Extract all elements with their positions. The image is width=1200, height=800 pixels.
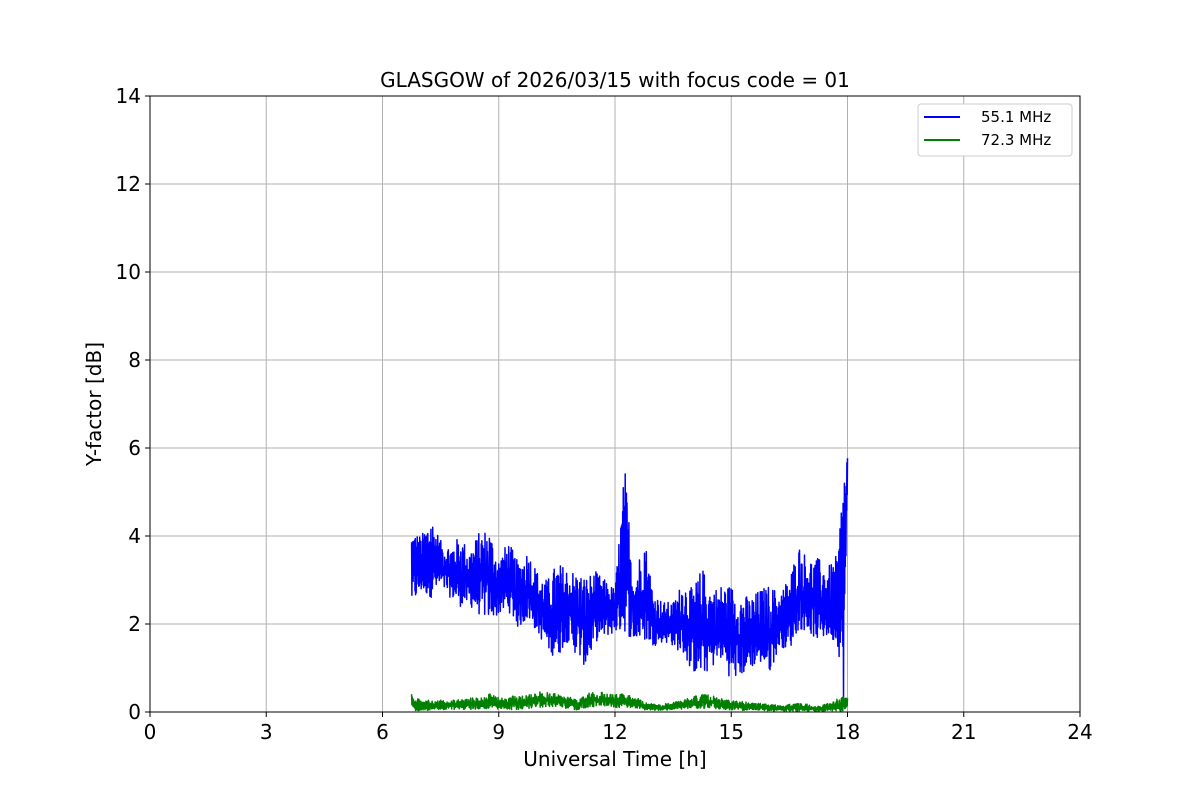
series-layer xyxy=(410,458,849,712)
legend: 55.1 MHz 72.3 MHz xyxy=(917,103,1073,157)
series-line-55-1-MHz xyxy=(410,458,849,701)
legend-label: 72.3 MHz xyxy=(981,131,1051,149)
x-axis-label: Universal Time [h] xyxy=(523,747,706,771)
y-tick-label: 8 xyxy=(128,348,141,372)
y-tick-label: 4 xyxy=(128,524,141,548)
x-tick-label: 21 xyxy=(951,720,976,744)
y-axis-label: Y-factor [dB] xyxy=(82,342,106,467)
x-tick-label: 18 xyxy=(835,720,860,744)
x-tick-label: 9 xyxy=(492,720,505,744)
y-tick-label: 0 xyxy=(128,700,141,724)
y-tick-label: 2 xyxy=(128,612,141,636)
y-tick-label: 10 xyxy=(116,260,141,284)
chart-title: GLASGOW of 2026/03/15 with focus code = … xyxy=(380,68,850,92)
y-tick-label: 14 xyxy=(116,84,141,108)
y-tick-label: 12 xyxy=(116,172,141,196)
x-tick-label: 6 xyxy=(376,720,389,744)
x-tick-label: 15 xyxy=(719,720,744,744)
x-tick-label: 3 xyxy=(260,720,273,744)
y-tick-label: 6 xyxy=(128,436,141,460)
legend-label: 55.1 MHz xyxy=(981,108,1051,126)
series-line-72-3-MHz xyxy=(410,691,849,712)
x-tick-label: 12 xyxy=(602,720,627,744)
x-tick-label: 0 xyxy=(144,720,157,744)
x-tick-label: 24 xyxy=(1067,720,1092,744)
